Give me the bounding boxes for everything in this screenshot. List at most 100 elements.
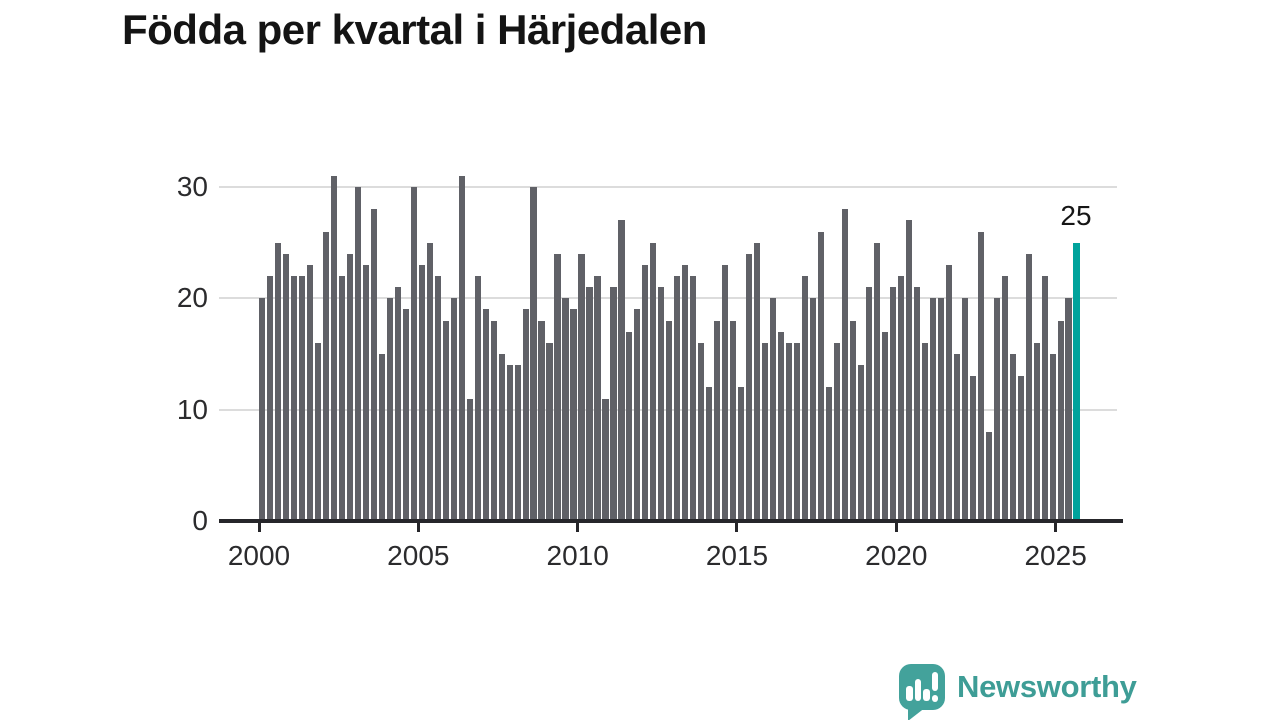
- bar: [386, 298, 393, 521]
- bar: [602, 398, 609, 521]
- bar: [786, 342, 793, 521]
- bar: [322, 231, 330, 521]
- bar: [953, 353, 960, 521]
- bar: [314, 342, 322, 521]
- bar: [546, 342, 553, 521]
- bar: [1017, 376, 1024, 521]
- bar: [738, 387, 745, 521]
- bar: [977, 231, 984, 521]
- bar: [394, 287, 401, 521]
- logo-speech-tail: [908, 707, 926, 720]
- x-axis-tick-mark: [735, 523, 739, 532]
- bar: [865, 287, 873, 521]
- bar: [682, 264, 689, 521]
- bar: [993, 298, 1000, 521]
- bar: [801, 276, 809, 521]
- logo-exclamation-dot-icon: [931, 695, 938, 702]
- bar: [897, 276, 904, 521]
- x-axis-tick-label: 2015: [705, 540, 769, 571]
- bar: [881, 331, 889, 521]
- x-axis-tick-label: 2020: [865, 540, 928, 571]
- bar: [570, 309, 577, 521]
- bar: [586, 287, 593, 521]
- bar: [666, 320, 673, 521]
- bar: [809, 298, 817, 521]
- bar: [754, 242, 761, 521]
- bar: [274, 242, 282, 521]
- bar: [674, 276, 681, 521]
- bar: [402, 309, 409, 521]
- bar: [522, 309, 529, 521]
- bar: [1057, 320, 1064, 521]
- bar: [690, 276, 697, 521]
- x-axis-tick-mark: [257, 523, 261, 532]
- bar: [338, 276, 346, 521]
- bar: [450, 298, 457, 521]
- x-axis-line: [219, 519, 1123, 523]
- bar: [594, 276, 601, 521]
- bar: [706, 387, 713, 521]
- bar: [905, 220, 912, 521]
- bar: [1001, 276, 1008, 521]
- bar: [434, 276, 441, 521]
- bar: [282, 253, 290, 521]
- bar: [634, 309, 641, 521]
- bar: [937, 298, 944, 521]
- bar: [410, 186, 417, 521]
- bar: [330, 175, 338, 521]
- x-axis-tick-label: 2000: [227, 540, 291, 571]
- bar: [929, 298, 936, 521]
- x-axis-tick-mark: [416, 523, 420, 532]
- bar: [650, 242, 657, 521]
- bar: [538, 320, 545, 521]
- bar: [474, 276, 481, 521]
- bar: [969, 376, 976, 521]
- gridline: [219, 297, 1117, 300]
- newsworthy-logo-icon: [899, 664, 945, 710]
- x-axis-tick-label: 2010: [546, 540, 609, 571]
- x-axis-tick-label: 2005: [387, 540, 450, 571]
- bar: [378, 353, 385, 521]
- bar: [833, 342, 841, 521]
- bar: [530, 186, 537, 521]
- bar: [722, 264, 729, 521]
- bar: [913, 287, 920, 521]
- bar: [506, 365, 513, 521]
- bar: [626, 331, 633, 521]
- bar: [1065, 298, 1072, 521]
- bar: [770, 298, 777, 521]
- bar: [1049, 353, 1056, 521]
- bar: [426, 242, 433, 521]
- bar: [825, 387, 833, 521]
- bar: [841, 209, 849, 521]
- bar: [793, 342, 801, 521]
- bar: [889, 287, 896, 521]
- y-axis-tick-label: 0: [192, 505, 208, 536]
- bar: [714, 320, 721, 521]
- bar: [346, 253, 354, 521]
- bar: [985, 431, 992, 521]
- bar: [1033, 342, 1040, 521]
- bar: [618, 220, 625, 521]
- bar: [354, 186, 361, 521]
- bar: [945, 264, 952, 521]
- bar: [762, 342, 769, 521]
- bar: [554, 253, 561, 521]
- bar: [458, 175, 465, 521]
- bar: [698, 342, 705, 521]
- gridline: [219, 185, 1117, 188]
- bar: [482, 309, 489, 521]
- chart-title: Födda per kvartal i Härjedalen: [122, 6, 707, 53]
- bar-highlighted: [1073, 242, 1080, 521]
- bar: [1041, 276, 1048, 521]
- x-axis-tick-mark: [576, 523, 580, 532]
- x-axis-tick-mark: [894, 523, 898, 532]
- bar: [1009, 353, 1016, 521]
- bar: [849, 320, 857, 521]
- logo-exclamation-icon: [931, 672, 938, 691]
- bar: [490, 320, 497, 521]
- bar: [817, 231, 825, 521]
- bar: [306, 264, 314, 521]
- bar: [1025, 253, 1032, 521]
